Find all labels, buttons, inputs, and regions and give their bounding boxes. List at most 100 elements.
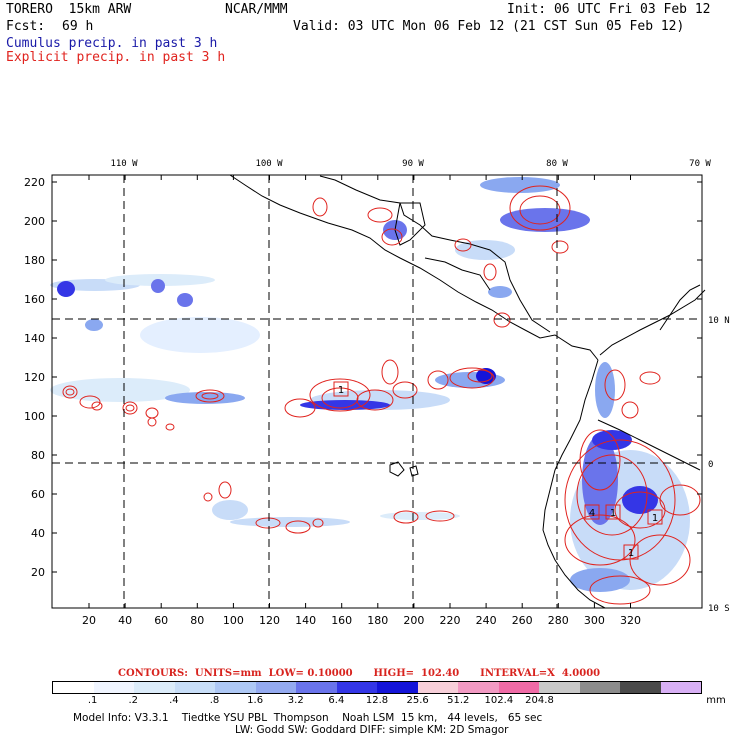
y-tick-label: 140	[24, 332, 45, 345]
precip-area	[212, 500, 248, 520]
precip-area	[380, 512, 460, 520]
contour	[576, 454, 648, 536]
precip-area	[455, 240, 515, 260]
x-tick-label: 180	[367, 614, 388, 627]
precip-area	[57, 281, 75, 297]
x-tick-label: 160	[331, 614, 352, 627]
contour	[381, 228, 403, 246]
y-tick-label: 200	[24, 215, 45, 228]
longitude-label: 80 W	[546, 159, 568, 169]
x-tick-label: 240	[476, 614, 497, 627]
precip-area	[151, 279, 165, 293]
coastline-west-sa	[542, 359, 606, 609]
contour	[551, 240, 569, 254]
model-info-line2: LW: Godd SW: Goddard DIFF: simple KM: 2D…	[235, 724, 509, 736]
legend-swatch	[336, 682, 377, 693]
max-box	[623, 544, 639, 560]
legend-tick-label: 3.2	[287, 695, 304, 706]
model-title: TORERO 15km ARW	[6, 2, 132, 17]
contour	[62, 385, 78, 399]
max-box-label: 1	[652, 513, 658, 524]
max-box-label: 1	[628, 548, 634, 559]
contour	[519, 195, 561, 225]
contour	[564, 514, 636, 566]
x-axis-ticks	[88, 175, 631, 608]
contour	[145, 407, 159, 419]
legend-swatch	[660, 682, 701, 693]
legend-swatch	[255, 682, 296, 693]
contour	[147, 417, 157, 427]
x-tick-label: 120	[259, 614, 280, 627]
contour	[483, 263, 497, 281]
contour	[454, 238, 472, 252]
cumulus-field-label: Cumulus precip. in past 3 h	[6, 36, 218, 51]
x-tick-label: 300	[584, 614, 605, 627]
contour	[312, 518, 324, 528]
galapagos-islands	[389, 461, 405, 477]
longitude-label: 70 W	[689, 159, 711, 169]
contour	[201, 392, 219, 400]
max-box	[333, 381, 349, 397]
coastline-north-sa	[599, 289, 706, 356]
legend-tick-label: 12.8	[365, 695, 389, 706]
x-tick-label: 280	[548, 614, 569, 627]
precip-area	[480, 177, 560, 193]
yucatan	[394, 202, 426, 246]
color-legend-bar	[52, 681, 702, 694]
lat-lon-grid	[52, 175, 702, 608]
legend-swatch	[377, 682, 418, 693]
y-tick-label: 180	[24, 254, 45, 267]
border-ecuador-peru	[597, 419, 701, 471]
precip-area	[177, 293, 193, 307]
legend-swatch	[579, 682, 620, 693]
coastline-caribbean	[319, 175, 551, 333]
init-time: Init: 06 UTC Fri 03 Feb 12	[507, 2, 711, 17]
longitude-label: 100 W	[255, 159, 283, 169]
contour	[65, 388, 75, 396]
x-tick-label: 200	[403, 614, 424, 627]
contour	[125, 404, 135, 412]
precip-area	[500, 208, 590, 232]
legend-tick-label: .2	[128, 695, 139, 706]
y-tick-label: 120	[24, 371, 45, 384]
contour	[427, 370, 449, 390]
y-tick-label: 100	[24, 410, 45, 423]
precip-area	[595, 362, 615, 418]
legend-swatch	[417, 682, 458, 693]
galapagos-island-2	[409, 465, 419, 477]
contour	[604, 369, 626, 401]
longitude-label: 110 W	[110, 159, 138, 169]
y-tick-label: 80	[31, 449, 45, 462]
legend-swatch	[296, 682, 337, 693]
legend-swatch	[215, 682, 256, 693]
x-tick-label: 320	[620, 614, 641, 627]
max-box	[605, 504, 621, 520]
contour	[218, 481, 232, 499]
coastlines	[229, 174, 706, 609]
forecast-hour: 69 h	[62, 19, 94, 34]
contour	[122, 401, 138, 415]
contour	[285, 520, 311, 534]
x-tick-label: 60	[154, 614, 168, 627]
precip-area	[476, 368, 496, 384]
contour	[284, 398, 316, 418]
organization-label: NCAR/MMM	[225, 2, 288, 17]
legend-swatch	[458, 682, 499, 693]
contour	[393, 510, 419, 524]
legend-tick-label: .8	[209, 695, 220, 706]
contour	[255, 517, 281, 529]
forecast-label: Fcst:	[6, 19, 46, 34]
x-tick-label: 20	[82, 614, 96, 627]
x-tick-label: 140	[295, 614, 316, 627]
y-tick-label: 20	[31, 566, 45, 579]
legend-swatch	[93, 682, 134, 693]
latitude-label: 10 S	[708, 604, 730, 614]
legend-swatch	[539, 682, 580, 693]
legend-swatch	[174, 682, 215, 693]
contour	[449, 367, 495, 389]
x-tick-label: 100	[223, 614, 244, 627]
y-tick-label: 40	[31, 527, 45, 540]
x-tick-label: 80	[190, 614, 204, 627]
contour	[381, 359, 399, 385]
